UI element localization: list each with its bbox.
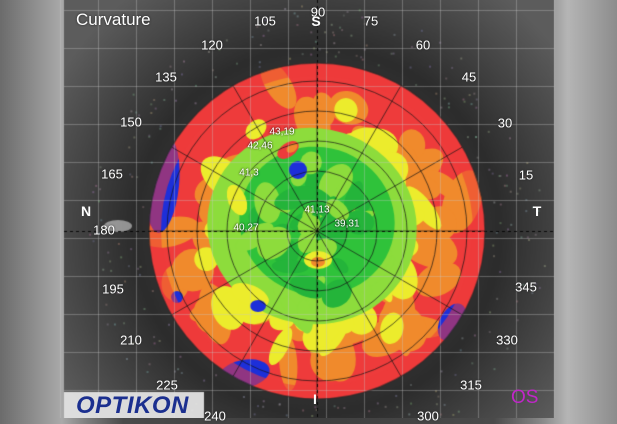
eye-label: OS	[511, 387, 538, 409]
angle-label-120: 120	[201, 38, 223, 53]
superior-marker: S	[311, 13, 320, 29]
angle-label-330: 330	[496, 333, 518, 348]
reading-value: 42,46	[247, 141, 272, 152]
angle-label-135: 135	[155, 70, 177, 85]
angle-label-60: 60	[416, 38, 430, 53]
angle-label-165: 165	[101, 167, 123, 182]
angle-label-225: 225	[156, 378, 178, 393]
angle-label-345: 345	[515, 280, 537, 295]
reading-value: 40,27	[233, 223, 258, 234]
angle-label-15: 15	[519, 168, 533, 183]
map-title: Curvature	[76, 10, 151, 30]
temporal-marker: T	[533, 203, 542, 219]
reading-value: 39,31	[334, 219, 359, 230]
optikon-logo: OPTIKON	[76, 394, 189, 418]
inferior-marker: I	[313, 391, 317, 407]
reading-value: 41,3	[239, 168, 258, 179]
reading-value: 41,13	[304, 205, 329, 216]
angle-label-180: 180	[93, 223, 115, 238]
reading-value: 43,19	[269, 127, 294, 138]
angle-label-195: 195	[102, 282, 124, 297]
angle-label-30: 30	[498, 116, 512, 131]
angle-label-315: 315	[460, 378, 482, 393]
angle-label-105: 105	[254, 14, 276, 29]
nasal-marker: N	[81, 203, 91, 219]
angle-label-150: 150	[120, 115, 142, 130]
angle-label-75: 75	[364, 14, 378, 29]
angle-label-240: 240	[204, 409, 226, 424]
angle-label-300: 300	[417, 409, 439, 424]
angle-label-210: 210	[120, 333, 142, 348]
angle-label-45: 45	[462, 70, 476, 85]
